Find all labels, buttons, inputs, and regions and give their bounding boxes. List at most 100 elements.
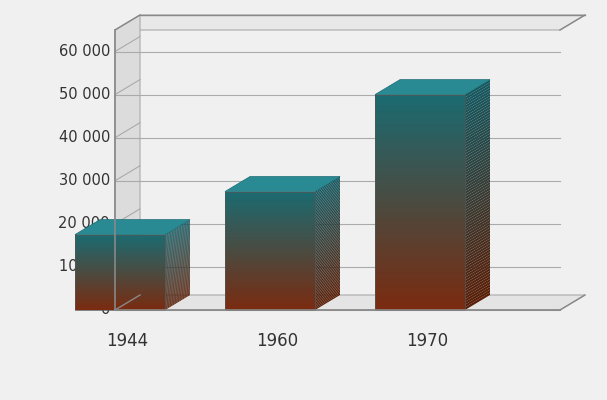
Bar <box>375 189 465 192</box>
Polygon shape <box>165 233 190 249</box>
Polygon shape <box>165 289 190 305</box>
Bar <box>75 296 165 297</box>
Bar <box>375 154 465 156</box>
Polygon shape <box>315 186 340 202</box>
Polygon shape <box>465 217 490 235</box>
Bar <box>225 276 315 278</box>
Polygon shape <box>165 280 190 296</box>
Bar <box>75 257 165 258</box>
Bar <box>375 259 465 262</box>
Polygon shape <box>165 284 190 300</box>
Polygon shape <box>465 193 490 210</box>
Bar <box>225 282 315 283</box>
Bar <box>375 208 465 210</box>
Bar <box>375 173 465 175</box>
Bar <box>225 304 315 306</box>
Polygon shape <box>465 88 490 105</box>
Bar <box>375 200 465 202</box>
Polygon shape <box>165 238 190 254</box>
Bar <box>375 278 465 280</box>
Bar <box>375 124 465 127</box>
Bar <box>225 307 315 308</box>
Bar <box>375 296 465 299</box>
Bar <box>75 286 165 287</box>
Bar <box>75 283 165 284</box>
Polygon shape <box>315 265 340 282</box>
Bar <box>225 248 315 249</box>
Bar <box>225 192 315 310</box>
Polygon shape <box>315 285 340 301</box>
Polygon shape <box>315 255 340 272</box>
Bar <box>225 226 315 227</box>
Polygon shape <box>315 205 340 221</box>
Polygon shape <box>465 260 490 278</box>
Polygon shape <box>225 176 340 192</box>
Polygon shape <box>315 230 340 246</box>
Polygon shape <box>465 279 490 296</box>
Bar <box>75 248 165 249</box>
Bar <box>75 278 165 279</box>
Bar <box>375 243 465 245</box>
Bar <box>375 254 465 256</box>
Polygon shape <box>315 196 340 212</box>
Polygon shape <box>315 282 340 298</box>
Polygon shape <box>465 187 490 205</box>
Polygon shape <box>165 256 190 271</box>
Polygon shape <box>315 182 340 199</box>
Polygon shape <box>465 246 490 264</box>
Polygon shape <box>315 202 340 218</box>
Polygon shape <box>315 273 340 289</box>
Polygon shape <box>315 242 340 258</box>
Polygon shape <box>315 250 340 267</box>
Bar <box>225 208 315 209</box>
Bar <box>375 272 465 275</box>
Bar <box>75 276 165 277</box>
Bar <box>225 285 315 286</box>
Polygon shape <box>315 206 340 223</box>
Bar <box>375 108 465 111</box>
Bar <box>75 263 165 264</box>
Bar <box>75 235 165 236</box>
Bar <box>225 215 315 217</box>
Bar <box>375 95 465 97</box>
Bar <box>225 288 315 289</box>
Bar <box>375 216 465 218</box>
Bar <box>375 264 465 267</box>
Bar <box>375 280 465 283</box>
Bar <box>375 119 465 122</box>
Bar <box>375 251 465 254</box>
Bar <box>225 192 315 193</box>
Bar <box>225 264 315 266</box>
Polygon shape <box>165 286 190 302</box>
Bar <box>75 288 165 289</box>
Bar <box>375 205 465 208</box>
Bar <box>75 297 165 298</box>
Polygon shape <box>165 235 190 251</box>
Polygon shape <box>465 117 490 135</box>
Bar <box>225 300 315 301</box>
Polygon shape <box>315 270 340 286</box>
Bar <box>75 247 165 248</box>
Bar <box>375 122 465 124</box>
Bar <box>375 184 465 186</box>
Polygon shape <box>165 244 190 260</box>
Polygon shape <box>315 209 340 226</box>
Polygon shape <box>465 131 490 148</box>
Polygon shape <box>465 190 490 208</box>
Bar <box>375 103 465 105</box>
Bar <box>75 244 165 245</box>
Bar <box>75 235 165 310</box>
Polygon shape <box>465 168 490 186</box>
Polygon shape <box>165 220 190 236</box>
Bar <box>375 256 465 259</box>
Bar <box>375 148 465 151</box>
Polygon shape <box>165 292 190 308</box>
Polygon shape <box>315 215 340 232</box>
Polygon shape <box>165 230 190 246</box>
Bar <box>75 261 165 262</box>
Polygon shape <box>165 270 190 286</box>
Polygon shape <box>315 231 340 248</box>
Bar <box>375 218 465 221</box>
Polygon shape <box>165 264 190 280</box>
Bar <box>75 242 165 243</box>
